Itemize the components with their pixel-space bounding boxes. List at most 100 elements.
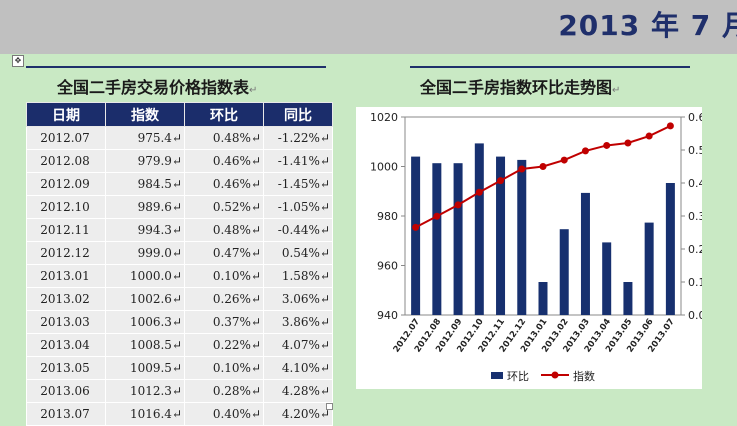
bar-mom — [623, 282, 633, 315]
paragraph-mark-icon: ↵ — [171, 200, 182, 214]
cell-mom-text: 0.52% — [212, 200, 251, 214]
cell-index: 1006.3↵ — [105, 310, 185, 334]
cell-date-text: 2012.07 — [40, 131, 90, 145]
cell-index: 1008.5↵ — [105, 333, 185, 357]
cell-index: 1016.4↵ — [105, 402, 185, 426]
cell-index-text: 994.3 — [137, 223, 172, 237]
table-row: 2013.02 1002.6↵ 0.26%↵ 3.06%↵ — [26, 287, 333, 311]
paragraph-mark-icon: ↵ — [250, 384, 261, 398]
point-index — [433, 212, 441, 220]
cell-index-text: 1000.0 — [129, 269, 172, 283]
cell-yoy: 1.58%↵ — [263, 264, 333, 288]
table-title: 全国二手房交易价格指数表↵ — [57, 78, 258, 97]
chart-title: 全国二手房指数环比走势图↵ — [420, 78, 621, 97]
table-row: 2012.09 984.5↵ 0.46%↵ -1.45%↵ — [26, 172, 333, 196]
paragraph-mark-icon: ↵ — [319, 246, 330, 260]
y-left-tick-label: 960 — [377, 260, 398, 273]
bar-mom — [453, 163, 463, 315]
point-index — [666, 122, 674, 130]
cell-index: 979.9↵ — [105, 149, 185, 173]
paragraph-mark-icon: ↵ — [171, 338, 182, 352]
paragraph-mark-icon: ↵ — [250, 131, 261, 145]
bar-mom — [474, 143, 484, 315]
cell-yoy: 4.28%↵ — [263, 379, 333, 403]
cell-date: 2013.02 — [26, 287, 106, 311]
paragraph-mark-icon: ↵ — [319, 292, 330, 306]
paragraph-mark-icon: ↵ — [319, 223, 330, 237]
paragraph-mark-icon: ↵ — [319, 131, 330, 145]
cell-yoy: 0.54%↵ — [263, 241, 333, 265]
cell-mom: 0.37%↵ — [184, 310, 264, 334]
paragraph-mark-icon: ↵ — [171, 384, 182, 398]
paragraph-mark-icon: ↵ — [171, 292, 182, 306]
table-row: 2012.08 979.9↵ 0.46%↵ -1.41%↵ — [26, 149, 333, 173]
paragraph-mark-icon: ↵ — [171, 407, 182, 421]
y-left-tick-label: 940 — [377, 309, 398, 322]
table-row: 2013.01 1000.0↵ 0.10%↵ 1.58%↵ — [26, 264, 333, 288]
paragraph-mark-icon: ↵ — [250, 177, 261, 191]
col-header-index: 指数 — [105, 102, 185, 127]
cell-mom: 0.46%↵ — [184, 172, 264, 196]
cell-mom: 0.46%↵ — [184, 149, 264, 173]
cell-date-text: 2012.08 — [40, 154, 90, 168]
bar-mom — [517, 159, 527, 315]
cell-mom-text: 0.48% — [212, 131, 251, 145]
top-bar — [0, 0, 737, 54]
legend-line-label: 指数 — [573, 369, 595, 383]
cell-mom: 0.10%↵ — [184, 264, 264, 288]
cell-yoy: -1.41%↵ — [263, 149, 333, 173]
table-header-row: 日期 指数 环比 同比 — [26, 102, 333, 127]
table-move-handle-icon[interactable]: ✥ — [12, 55, 24, 67]
table-row: 2012.11 994.3↵ 0.48%↵ -0.44%↵ — [26, 218, 333, 242]
paragraph-mark-icon: ↵ — [319, 338, 330, 352]
y-right-tick-label: 0.5% — [688, 144, 702, 157]
paragraph-mark-icon: ↵ — [319, 315, 330, 329]
paragraph-mark-icon: ↵ — [171, 361, 182, 375]
table-row: 2012.10 989.6↵ 0.52%↵ -1.05%↵ — [26, 195, 333, 219]
paragraph-mark-icon: ↵ — [171, 131, 182, 145]
table-resize-handle[interactable] — [326, 403, 333, 410]
cell-index: 975.4↵ — [105, 126, 185, 150]
cell-date-text: 2012.11 — [40, 223, 90, 237]
y-left-tick-label: 1020 — [370, 111, 398, 124]
paragraph-mark-icon: ↵ — [171, 177, 182, 191]
cell-mom-text: 0.28% — [212, 384, 251, 398]
paragraph-mark-icon: ↵ — [250, 315, 261, 329]
cell-mom: 0.48%↵ — [184, 218, 264, 242]
point-index — [645, 132, 653, 140]
bar-mom — [665, 183, 675, 315]
bar-mom — [538, 282, 548, 315]
table-row: 2013.06 1012.3↵ 0.28%↵ 4.28%↵ — [26, 379, 333, 403]
cell-yoy-text: 0.54% — [281, 246, 320, 260]
table-title-rule — [26, 66, 326, 68]
point-index — [497, 177, 505, 185]
table-row: 2013.07 1016.4↵ 0.40%↵ 4.20%↵ — [26, 402, 333, 426]
cell-mom-text: 0.48% — [212, 223, 251, 237]
paragraph-mark-icon: ↵ — [250, 269, 261, 283]
point-index — [581, 147, 589, 155]
table-row: 2013.05 1009.5↵ 0.10%↵ 4.10%↵ — [26, 356, 333, 380]
y-left-tick-label: 980 — [377, 210, 398, 223]
paragraph-mark-icon: ↵ — [250, 246, 261, 260]
cell-yoy-text: -1.05% — [277, 200, 320, 214]
chart-title-rule — [410, 66, 690, 68]
paragraph-mark-icon: ↵ — [250, 338, 261, 352]
bar-mom — [602, 242, 612, 315]
legend-bar-label: 环比 — [507, 370, 529, 383]
cell-yoy-text: 4.28% — [281, 384, 320, 398]
cell-date: 2013.05 — [26, 356, 106, 380]
cell-date-text: 2012.09 — [40, 177, 90, 191]
cell-date-text: 2013.03 — [40, 315, 90, 329]
cell-yoy: 4.20%↵ — [263, 402, 333, 426]
cell-mom: 0.26%↵ — [184, 287, 264, 311]
cell-yoy-text: 4.07% — [281, 338, 320, 352]
cell-date-text: 2013.05 — [40, 361, 90, 375]
paragraph-mark-icon: ↵ — [171, 315, 182, 329]
cell-date-text: 2012.12 — [40, 246, 90, 260]
cell-mom-text: 0.46% — [212, 177, 251, 191]
cell-yoy: 3.86%↵ — [263, 310, 333, 334]
paragraph-mark-icon: ↵ — [250, 292, 261, 306]
col-header-mom: 环比 — [184, 102, 264, 127]
cell-mom-text: 0.10% — [212, 361, 251, 375]
point-index — [539, 163, 547, 170]
